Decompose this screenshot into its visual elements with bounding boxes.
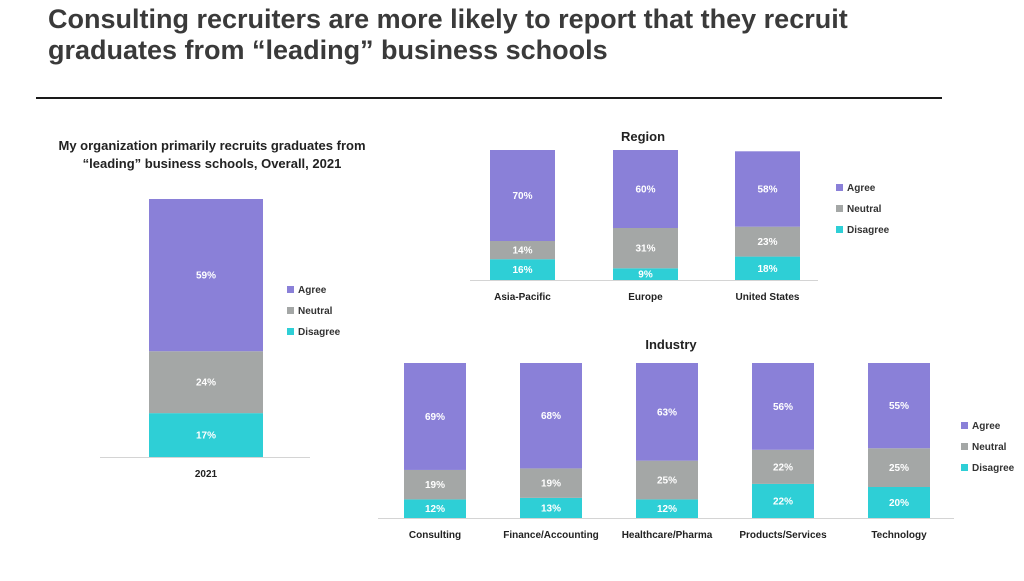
legend-label-disagree: Disagree	[298, 327, 341, 338]
data-label-agree: 70%	[512, 191, 532, 202]
legend-label-neutral: Neutral	[298, 306, 333, 317]
data-label-neutral: 31%	[635, 244, 655, 255]
page-title: Consulting recruiters are more likely to…	[48, 4, 848, 65]
data-label-agree: 58%	[757, 185, 777, 196]
data-label-disagree: 22%	[773, 496, 793, 507]
category-label: Products/Services	[739, 530, 827, 541]
data-label-neutral: 22%	[773, 462, 793, 473]
chart-1-title: Region	[621, 129, 665, 144]
bar-segment-neutral	[752, 449, 814, 484]
data-label-agree: 63%	[657, 407, 677, 418]
bar-segment-agree	[752, 363, 814, 450]
legend-label-neutral: Neutral	[847, 204, 882, 215]
legend-swatch-agree	[287, 286, 294, 293]
bar-segment-neutral	[636, 460, 698, 500]
bar-segment-agree	[636, 363, 698, 461]
bar-segment-disagree	[613, 268, 678, 280]
bar-segment-disagree	[404, 499, 466, 518]
legend-swatch-disagree	[287, 328, 294, 335]
data-label-disagree: 13%	[541, 503, 561, 514]
data-label-disagree: 20%	[889, 498, 909, 509]
title-divider	[36, 97, 942, 99]
category-label: Healthcare/Pharma	[622, 530, 713, 541]
data-label-agree: 59%	[196, 271, 216, 282]
bar-segment-disagree	[520, 497, 582, 518]
bar-segment-agree	[868, 363, 930, 449]
bar-segment-neutral	[735, 226, 800, 257]
bar-segment-agree	[490, 150, 555, 241]
bar-segment-disagree	[636, 499, 698, 518]
legend-label-neutral: Neutral	[972, 442, 1007, 453]
data-label-agree: 55%	[889, 401, 909, 412]
bar-segment-neutral	[404, 469, 466, 500]
bar-segment-agree	[149, 199, 263, 352]
chart-0-title: My organization primarily recruits gradu…	[58, 138, 365, 153]
legend-swatch-disagree	[961, 464, 968, 471]
data-label-disagree: 12%	[657, 504, 677, 515]
bar-segment-disagree	[735, 256, 800, 280]
data-label-neutral: 24%	[196, 378, 216, 389]
chart-0-title: “leading” business schools, Overall, 202…	[83, 156, 342, 171]
chart-2-title: Industry	[645, 337, 697, 352]
data-label-agree: 56%	[773, 402, 793, 413]
category-label: Consulting	[409, 530, 461, 541]
legend-swatch-neutral	[961, 443, 968, 450]
bar-segment-disagree	[868, 487, 930, 518]
legend-swatch-neutral	[836, 205, 843, 212]
data-label-agree: 69%	[425, 412, 445, 423]
data-label-neutral: 25%	[657, 476, 677, 487]
bar-segment-agree	[735, 151, 800, 227]
data-label-disagree: 12%	[425, 504, 445, 515]
legend-label-disagree: Disagree	[847, 225, 890, 236]
bar-segment-neutral	[613, 228, 678, 269]
data-label-disagree: 17%	[196, 431, 216, 442]
data-label-agree: 68%	[541, 411, 561, 422]
legend-label-agree: Agree	[298, 285, 327, 296]
data-label-neutral: 23%	[757, 237, 777, 248]
category-label: Finance/Accounting	[503, 530, 599, 541]
data-label-neutral: 25%	[889, 463, 909, 474]
bar-segment-neutral	[868, 448, 930, 487]
bar-segment-neutral	[520, 468, 582, 498]
bar-segment-neutral	[149, 351, 263, 414]
legend-swatch-agree	[961, 422, 968, 429]
data-label-agree: 60%	[635, 185, 655, 196]
data-label-neutral: 19%	[541, 479, 561, 490]
data-label-disagree: 16%	[512, 265, 532, 276]
category-label: United States	[736, 292, 800, 303]
bar-segment-agree	[404, 363, 466, 470]
legend-label-agree: Agree	[847, 183, 876, 194]
bar-segment-disagree	[752, 483, 814, 518]
category-label: Technology	[871, 530, 927, 541]
legend-label-disagree: Disagree	[972, 463, 1015, 474]
data-label-disagree: 18%	[757, 264, 777, 275]
legend-swatch-agree	[836, 184, 843, 191]
legend-swatch-disagree	[836, 226, 843, 233]
category-label: 2021	[195, 469, 218, 480]
bar-segment-disagree	[490, 259, 555, 280]
legend-label-agree: Agree	[972, 421, 1001, 432]
category-label: Asia-Pacific	[494, 292, 551, 303]
bar-segment-disagree	[149, 413, 263, 457]
category-label: Europe	[628, 292, 663, 303]
bar-segment-agree	[520, 363, 582, 469]
bar-segment-agree	[613, 150, 678, 228]
data-label-disagree: 9%	[638, 270, 653, 281]
legend-swatch-neutral	[287, 307, 294, 314]
data-label-neutral: 19%	[425, 480, 445, 491]
bar-segment-neutral	[490, 241, 555, 260]
data-label-neutral: 14%	[512, 246, 532, 257]
